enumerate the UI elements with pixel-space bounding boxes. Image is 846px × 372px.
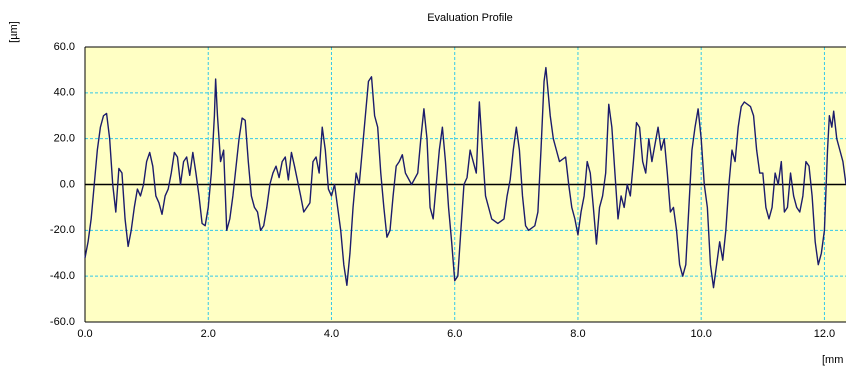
- y-tick-label: -40.0: [50, 270, 75, 282]
- y-tick-label: 40.0: [54, 87, 75, 99]
- x-tick-label: 0.0: [77, 328, 92, 340]
- x-tick-label: 6.0: [447, 328, 462, 340]
- x-tick-label: 8.0: [570, 328, 585, 340]
- x-axis-label: [mm: [822, 354, 843, 366]
- x-tick-label: 2.0: [201, 328, 216, 340]
- x-tick-label: 4.0: [324, 328, 339, 340]
- y-tick-label: -20.0: [50, 224, 75, 236]
- y-tick-label: 20.0: [54, 133, 75, 145]
- y-tick-label: 60.0: [54, 41, 75, 53]
- y-axis-label: [µm]: [8, 21, 20, 43]
- y-tick-label: -60.0: [50, 316, 75, 328]
- x-tick-label: 10.0: [690, 328, 711, 340]
- y-tick-label: 0.0: [60, 178, 75, 190]
- chart-title: Evaluation Profile: [427, 12, 513, 24]
- x-tick-label: 12.0: [814, 328, 835, 340]
- profile-line: [84, 66, 846, 289]
